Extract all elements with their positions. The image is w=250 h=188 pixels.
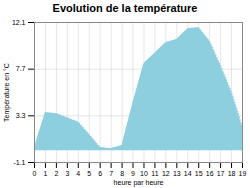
svg-text:16: 16: [206, 170, 214, 177]
svg-text:heure par heure: heure par heure: [114, 179, 164, 187]
svg-text:12.1: 12.1: [12, 19, 26, 26]
svg-text:Température en °C: Température en °C: [3, 63, 11, 122]
svg-text:-1.1: -1.1: [13, 159, 25, 166]
svg-text:19: 19: [239, 170, 247, 177]
svg-text:1: 1: [43, 170, 47, 177]
svg-text:15: 15: [195, 170, 203, 177]
svg-text:9: 9: [131, 170, 135, 177]
svg-text:11: 11: [151, 170, 158, 177]
svg-text:7: 7: [109, 170, 113, 177]
svg-text:10: 10: [140, 170, 148, 177]
svg-text:3: 3: [65, 170, 69, 177]
html-text:Evolution de la température: Evolution de la température: [52, 2, 198, 14]
svg-text:4: 4: [76, 170, 80, 177]
svg-text:0: 0: [33, 170, 37, 177]
svg-text:14: 14: [184, 170, 192, 177]
svg-text:17: 17: [217, 170, 225, 177]
svg-text:18: 18: [228, 170, 236, 177]
svg-text:3.3: 3.3: [16, 112, 26, 119]
svg-text:8: 8: [120, 170, 124, 177]
svg-text:12: 12: [162, 170, 170, 177]
svg-text:13: 13: [173, 170, 181, 177]
svg-text:5: 5: [87, 170, 91, 177]
svg-text:7.7: 7.7: [16, 65, 26, 72]
svg-text:2: 2: [54, 170, 58, 177]
svg-text:6: 6: [98, 170, 102, 177]
